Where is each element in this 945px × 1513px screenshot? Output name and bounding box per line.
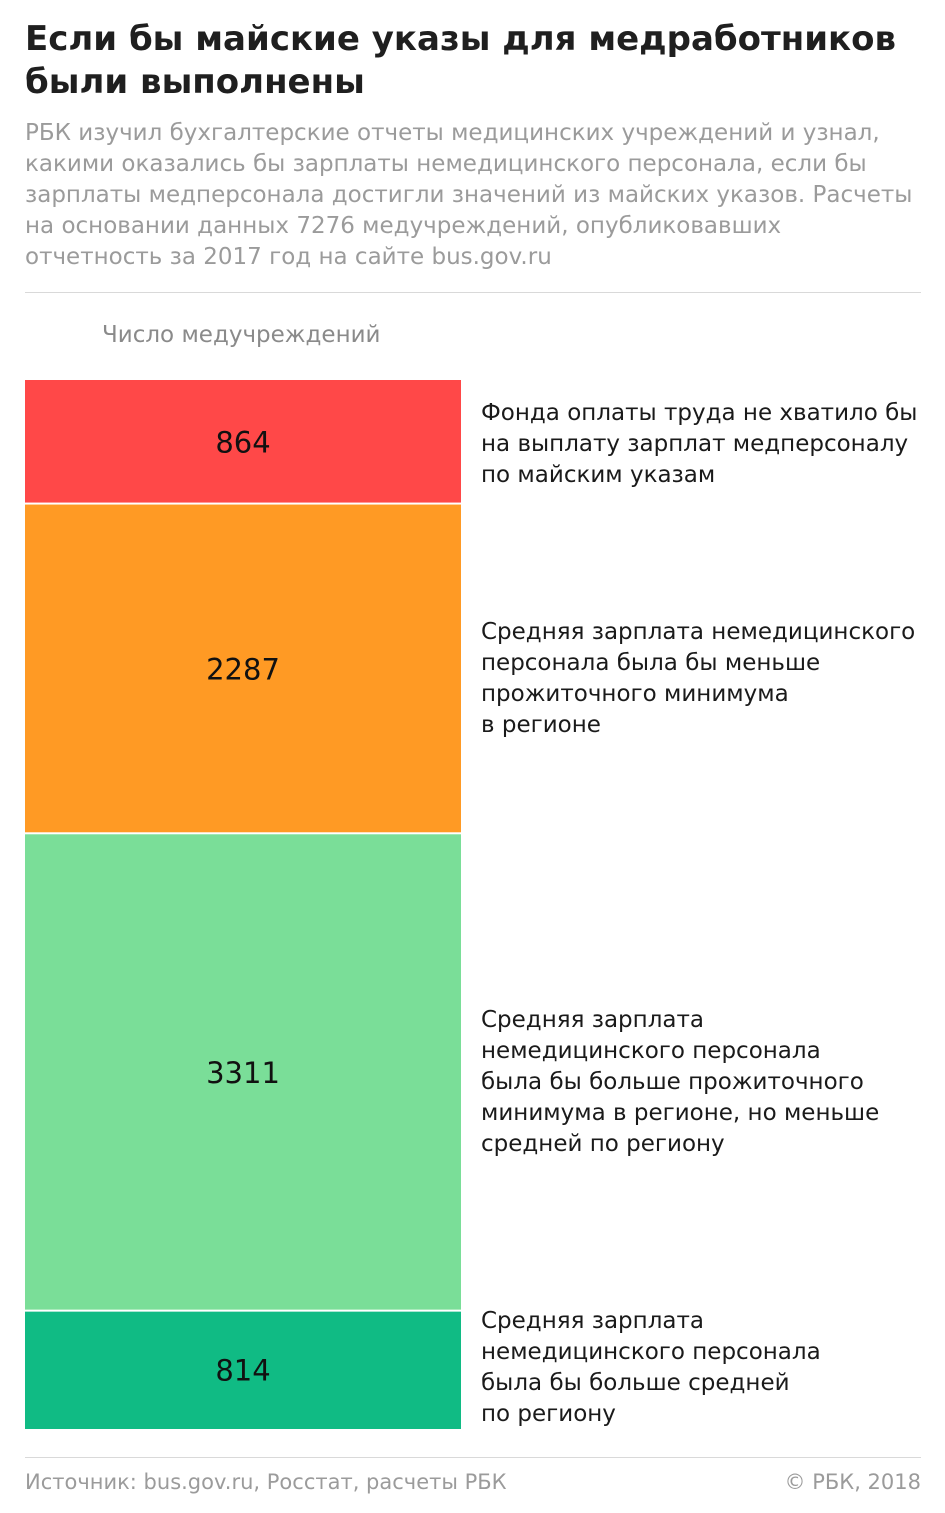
bottom-divider: [25, 1457, 921, 1458]
segment-label-1: Фонда оплаты труда не хватило бы на выпл…: [481, 400, 918, 488]
segment-value-2: 2287: [206, 652, 280, 686]
segment-value-3: 3311: [206, 1056, 280, 1090]
segment-label-2: Средняя зарплата немедицинского персонал…: [481, 618, 916, 738]
segment-value-4: 814: [215, 1353, 270, 1387]
bar-segment-2: [25, 504, 461, 833]
bar-segment-3: [25, 834, 461, 1310]
source-note: Источник: bus.gov.ru, Росстат, расчеты Р…: [25, 1470, 507, 1494]
top-divider: [25, 292, 921, 293]
bar-segment-1: [25, 380, 461, 503]
chart-subtitle: РБК изучил бухгалтерские отчеты медицинс…: [25, 120, 913, 270]
segment-value-1: 864: [215, 425, 270, 459]
segment-label-3: Средняя зарплата немедицинского персонал…: [481, 1007, 880, 1158]
chart-title: Если бы майские указы для медработников …: [25, 19, 896, 102]
copyright-note: © РБК, 2018: [784, 1470, 921, 1494]
axis-label: Число медучреждений: [102, 322, 381, 348]
bar-segment-4: [25, 1311, 461, 1429]
segment-label-4: Средняя зарплата немедицинского персонал…: [481, 1308, 821, 1428]
